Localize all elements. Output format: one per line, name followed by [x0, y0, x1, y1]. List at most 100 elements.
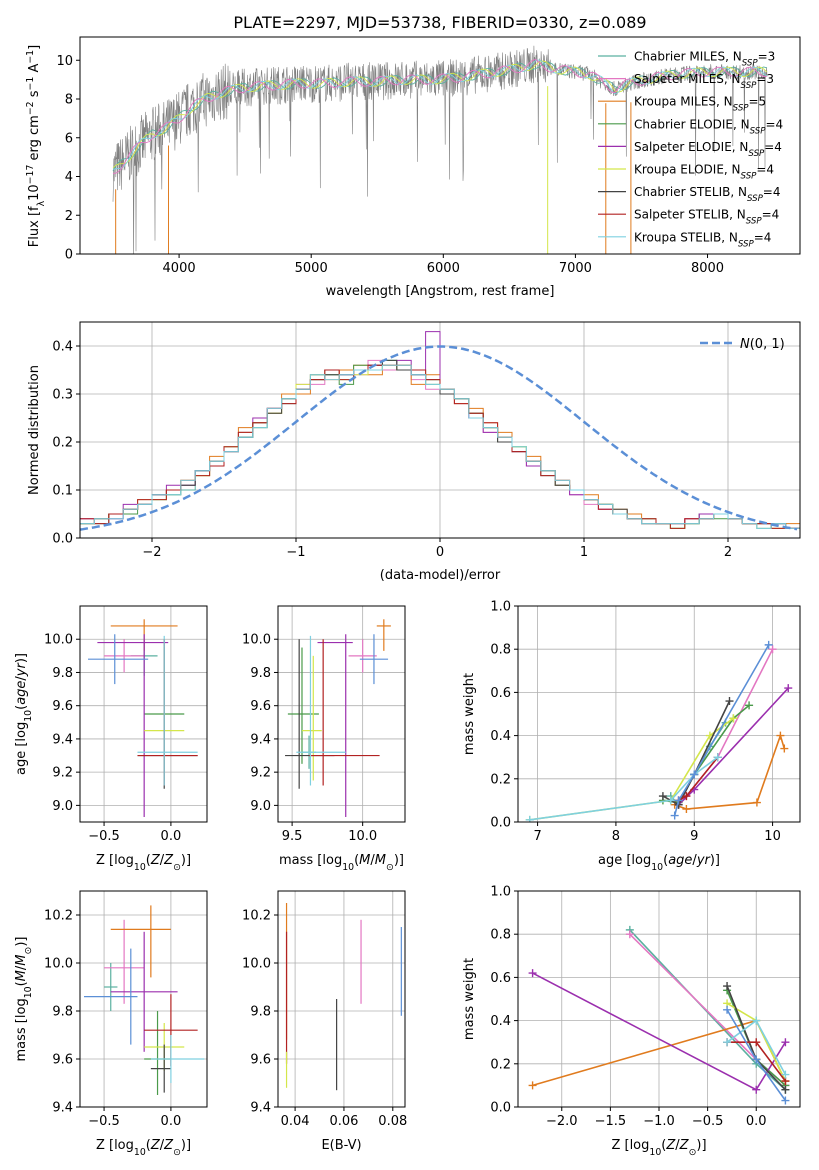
y-axis-label: mass weight: [462, 958, 477, 1040]
y-tick-label: 9.6: [52, 1053, 73, 1068]
legend-label: Chabrier STELIB, NSSP=4: [634, 185, 781, 204]
y-tick-label: 9.4: [250, 732, 271, 747]
y-tick-label: 0.8: [490, 928, 511, 943]
z-massweight-chart: −2.0 −1.5 −1.0 −0.5 0.0 0.0 0.2 0.4 0.6 0.8 1.0 Z […: [462, 885, 801, 1158]
y-tick-label: 0.1: [52, 484, 73, 499]
legend: Chabrier MILES, NSSP=3 Salpeter MILES, NS…: [598, 50, 783, 249]
mass-weight-marker: [784, 684, 793, 693]
y-tick-label: 9.8: [52, 1005, 73, 1020]
y-tick-label: 0.4: [490, 1014, 511, 1029]
mass-weight-marker: [781, 1038, 790, 1047]
legend-label: N(0, 1): [740, 337, 785, 352]
x-axis-label: mass [log10(M/M⊙)]: [279, 853, 404, 873]
mass-weight-marker: [625, 930, 634, 939]
x-tick-label: 7: [533, 829, 541, 844]
z-age-chart: −0.5 0.0 9.0 9.2 9.4 9.6 9.8 10.0 Z [log10(Z/Z⊙)…: [14, 605, 208, 873]
mass-age-chart: 9.5 10.0 9.0 9.2 9.4 9.6 9.8 10.0 mass [log10(M/…: [242, 605, 406, 873]
x-axis-label: Z [log10(Z/Z⊙)]: [611, 1138, 706, 1158]
legend-label: Kroupa STELIB, NSSP=4: [634, 230, 771, 249]
x-tick-label: 10.0: [348, 829, 377, 844]
mass-weight-marker: [723, 1038, 732, 1047]
mass-weight-marker: [723, 1005, 732, 1014]
x-axis-label: Z [log10(Z/Z⊙)]: [96, 853, 191, 873]
errorbar-point: [150, 1044, 171, 1093]
legend-label: Kroupa MILES, NSSP=5: [634, 95, 766, 114]
y-tick-label: 1.0: [490, 600, 511, 615]
mass-weight-marker: [690, 770, 699, 779]
y-tick-label: 4: [65, 170, 73, 185]
mass-weight-marker: [745, 701, 754, 710]
y-axis-label: Normed distribution: [27, 365, 42, 495]
mass-weight-marker: [768, 645, 777, 654]
y-tick-label: 6: [65, 131, 73, 146]
y-tick-label: 2: [65, 209, 73, 224]
plot-area: [528, 925, 790, 1105]
mass-weight-marker: [525, 815, 534, 822]
y-tick-label: 9.2: [250, 766, 271, 781]
y-tick-label: 1.0: [490, 885, 511, 900]
y-axis-label: age [log10(age/yr)]: [14, 653, 34, 775]
ebv-mass-chart: 0.04 0.06 0.08 9.4 9.6 9.8 10.0 10.2 E(B-V): [242, 890, 407, 1153]
y-tick-label: 0.2: [52, 436, 73, 451]
mass-weight-marker: [752, 1016, 761, 1025]
x-tick-label: 8000: [691, 261, 724, 276]
x-tick-label: 9: [690, 829, 698, 844]
residual-chart: −2 −1 0 1 2 0.0 0.1 0.2 0.3 0.4 (data-model)/error…: [27, 321, 801, 583]
x-tick-label: −0.5: [88, 829, 120, 844]
x-tick-label: 2: [724, 545, 732, 560]
errorbar-point: [301, 655, 322, 781]
y-tick-label: 9.8: [250, 1005, 271, 1020]
x-tick-label: 0.06: [329, 1114, 358, 1129]
legend-label: Salpeter MILES, NSSP=3: [634, 72, 774, 91]
y-tick-label: 9.2: [52, 766, 73, 781]
x-axis-label: E(B-V): [321, 1138, 361, 1153]
x-axis-label: age [log10(age/yr)]: [598, 853, 720, 873]
mass-weight-marker: [776, 731, 785, 740]
mass-weight-marker: [682, 805, 691, 814]
errorbar-point: [104, 919, 145, 1004]
x-tick-label: −0.5: [692, 1114, 724, 1129]
spectrum-model-line: [112, 59, 768, 175]
x-tick-label: 4000: [163, 261, 196, 276]
x-tick-label: −1.0: [643, 1114, 675, 1129]
y-tick-label: 0: [65, 248, 73, 263]
plot-area: [285, 903, 402, 1091]
axes-frame: [79, 890, 208, 1108]
y-tick-label: 9.6: [52, 699, 73, 714]
y-tick-label: 0.8: [490, 643, 511, 658]
x-tick-label: −2.0: [546, 1114, 578, 1129]
mass-weight-marker: [781, 1070, 790, 1079]
y-tick-label: 10.0: [44, 633, 73, 648]
mass-weight-marker: [764, 640, 773, 649]
y-tick-label: 9.8: [52, 666, 73, 681]
errorbar-point: [137, 635, 198, 786]
axes-frame: [517, 605, 801, 823]
mass-weight-marker: [752, 798, 761, 807]
mass-weight-marker: [666, 796, 675, 805]
x-tick-label: 6000: [427, 261, 460, 276]
y-axis-label: Flux [fλ10−17 erg cm−2 s−1 A−1]: [25, 45, 47, 247]
x-tick-label: −2: [142, 545, 161, 560]
legend-label: Salpeter STELIB, NSSP=4: [634, 208, 779, 227]
x-tick-label: −1: [286, 545, 305, 560]
y-tick-label: 0.0: [490, 1101, 511, 1116]
mass-weight-marker: [780, 744, 789, 753]
legend-label: Chabrier ELODIE, NSSP=4: [634, 117, 783, 136]
y-tick-label: 10.0: [242, 633, 271, 648]
mass-weight-marker: [713, 753, 722, 762]
y-tick-label: 8: [65, 93, 73, 108]
y-tick-label: 9.6: [250, 699, 271, 714]
mass-weight-marker: [528, 969, 537, 978]
mass-weight-marker: [674, 796, 683, 805]
mass-weight-marker: [729, 714, 738, 723]
y-tick-label: 10.2: [242, 909, 271, 924]
x-tick-label: −1.5: [595, 1114, 627, 1129]
mass-weight-marker: [723, 982, 732, 991]
x-tick-label: 0.04: [281, 1114, 310, 1129]
y-tick-label: 0.3: [52, 388, 73, 403]
y-tick-label: 9.0: [250, 799, 271, 814]
mass-weight-line: [529, 756, 719, 821]
mass-weight-marker: [725, 697, 734, 706]
mass-weight-marker: [682, 792, 691, 801]
